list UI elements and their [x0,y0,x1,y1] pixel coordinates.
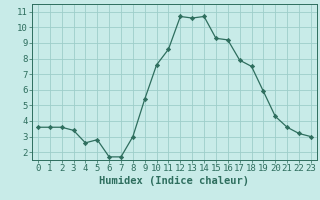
X-axis label: Humidex (Indice chaleur): Humidex (Indice chaleur) [100,176,249,186]
